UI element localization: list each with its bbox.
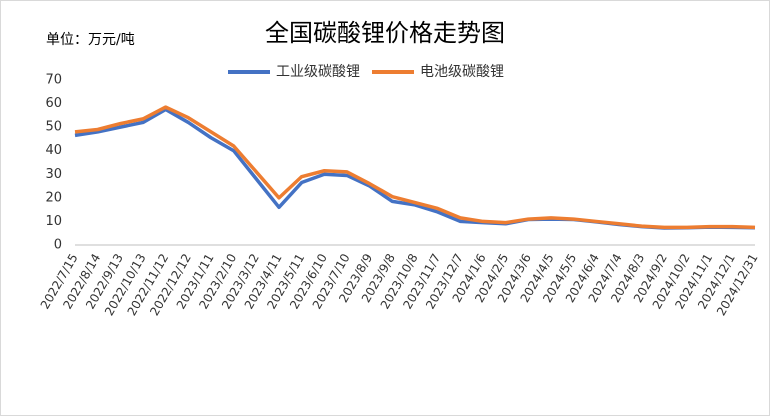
y-tick-label: 40: [45, 143, 62, 158]
y-tick-label: 20: [45, 190, 62, 205]
legend-label: 电池级碳酸锂: [420, 64, 504, 80]
y-tick-label: 70: [45, 73, 62, 88]
y-tick-label: 50: [45, 120, 62, 135]
legend-label: 工业级碳酸锂: [276, 64, 360, 80]
y-tick-label: 0: [54, 238, 62, 253]
unit-label: 单位：万元/吨: [46, 32, 135, 48]
y-tick-label: 60: [45, 96, 62, 111]
chart-title: 全国碳酸锂价格走势图: [265, 19, 505, 47]
y-tick-label: 30: [45, 167, 62, 182]
series-line: [74, 105, 756, 230]
y-tick-label: 10: [45, 214, 62, 229]
